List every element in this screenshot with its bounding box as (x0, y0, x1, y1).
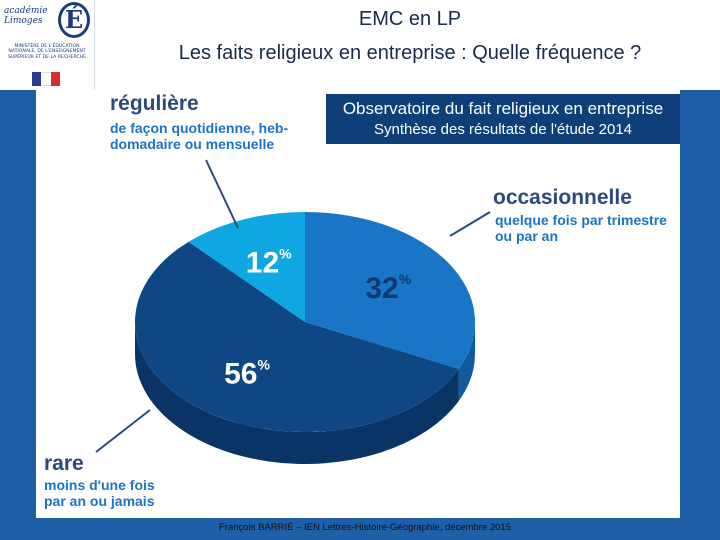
category-occasionnelle-desc-line1: quelque fois par trimestre (495, 212, 667, 228)
category-rare-desc: moins d'une fois par an ou jamais (44, 477, 155, 509)
category-reguliere-head: régulière (110, 92, 199, 115)
pie-slice-2 (188, 212, 305, 322)
logo-text: académie Limoges (4, 6, 48, 26)
study-box: Observatoire du fait religieux en entrep… (326, 94, 680, 144)
category-reguliere-desc-line1: de façon quotidienne, heb- (110, 120, 289, 136)
academy-logo: académie Limoges É MINISTÈRE DE L'ÉDUCAT… (0, 0, 95, 90)
pie-slice-1 (134, 241, 459, 433)
page-subtitle: Les faits religieux en entreprise : Quel… (178, 42, 642, 64)
pie-depth (135, 322, 475, 464)
logo-letter: É (58, 2, 90, 38)
footer-credit: François BARRIÉ – IEN Lettres-Histoire-G… (219, 522, 511, 533)
study-subtitle: Synthèse des résultats de l'étude 2014 (373, 121, 633, 138)
page-title: EMC en LP (358, 8, 462, 30)
category-reguliere-desc-line2: domadaire ou mensuelle (110, 136, 275, 152)
category-occasionnelle-desc-line2: ou par an (495, 228, 559, 244)
leader-rare (95, 409, 151, 453)
category-reguliere-desc: de façon quotidienne, heb- domadaire ou … (110, 120, 288, 152)
category-occasionnelle-desc: quelque fois par trimestre ou par an (495, 212, 667, 244)
ministry-text: MINISTÈRE DE L'ÉDUCATION NATIONALE, DE L… (8, 44, 86, 60)
leader-occasionnelle (449, 211, 491, 237)
flag-icon (32, 72, 60, 86)
category-rare-desc-line2: par an ou jamais (44, 493, 155, 509)
category-occasionnelle-head: occasionnelle (493, 186, 632, 209)
pct-label-0: 32% (365, 271, 411, 305)
leader-reguliere (205, 159, 239, 229)
pct-label-1: 56% (224, 357, 270, 391)
pie-side-0-0 (458, 322, 475, 401)
pie-slice-0 (305, 212, 475, 369)
header-bar: académie Limoges É MINISTÈRE DE L'ÉDUCAT… (0, 0, 720, 90)
pie-slices (134, 212, 475, 433)
category-rare-head: rare (44, 452, 84, 475)
pie-side-1-0 (135, 322, 459, 464)
leader-lines (95, 159, 491, 453)
pct-label-2: 12% (246, 246, 292, 280)
category-rare-desc-line1: moins d'une fois (44, 477, 155, 493)
study-title: Observatoire du fait religieux en entrep… (342, 99, 664, 118)
percentage-labels: 32% 56% 12% (224, 246, 412, 391)
